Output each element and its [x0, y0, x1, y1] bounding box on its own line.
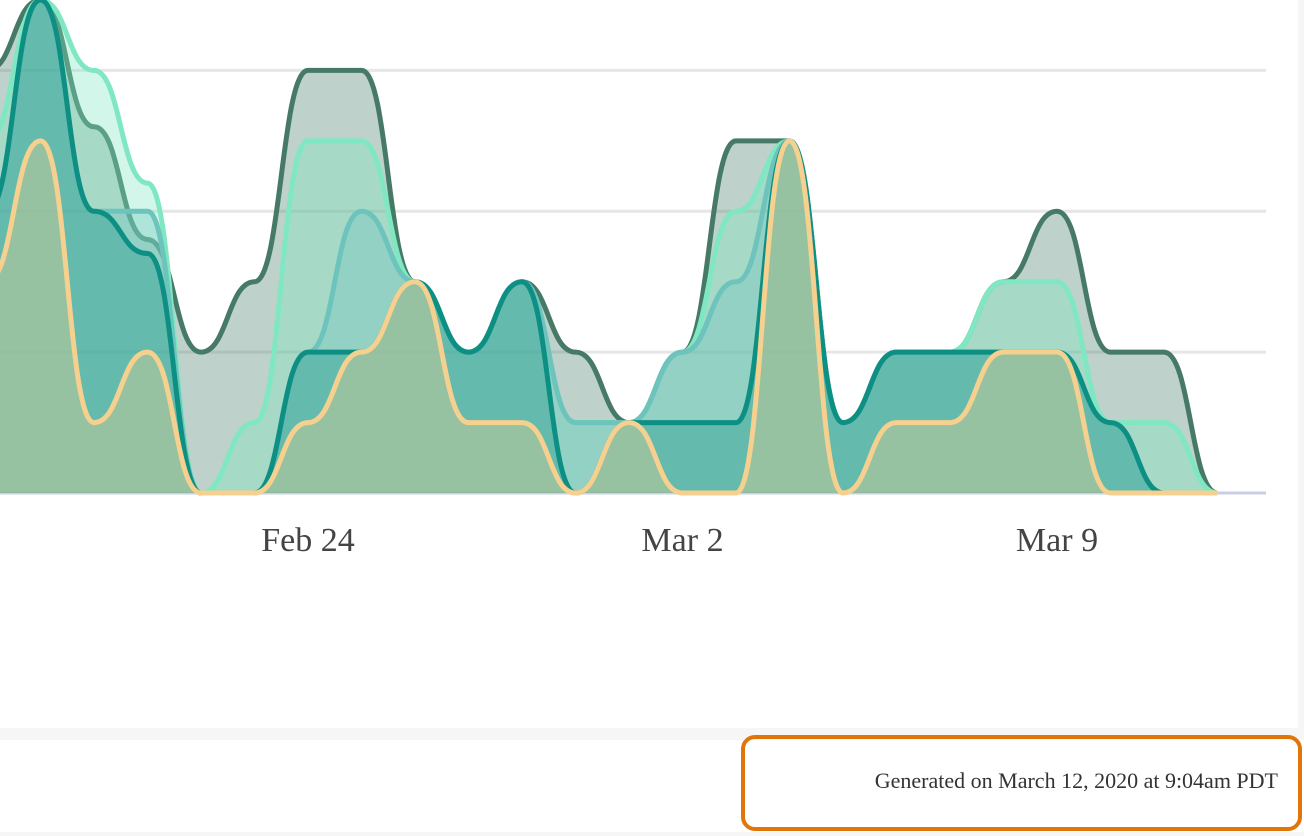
area-fill — [0, 0, 1218, 494]
area-fill — [0, 140, 1218, 494]
area-line — [0, 138, 1218, 496]
x-tick-label: Mar 2 — [641, 522, 723, 559]
x-tick-label: Mar 9 — [1016, 522, 1098, 559]
footer-bar — [0, 740, 1304, 832]
area-line — [0, 0, 1218, 496]
generated-note: Generated on March 12, 2020 at 9:04am PD… — [874, 768, 1278, 793]
area-fill — [0, 0, 1218, 493]
highlight-box — [741, 735, 1302, 831]
chart: Feb 24 Mar 2 Mar 9 — [0, 0, 1266, 559]
area-fill — [0, 0, 1218, 493]
area-fill — [0, 0, 1218, 494]
x-tick-label: Feb 24 — [261, 522, 355, 559]
chart-panel — [0, 0, 1298, 728]
